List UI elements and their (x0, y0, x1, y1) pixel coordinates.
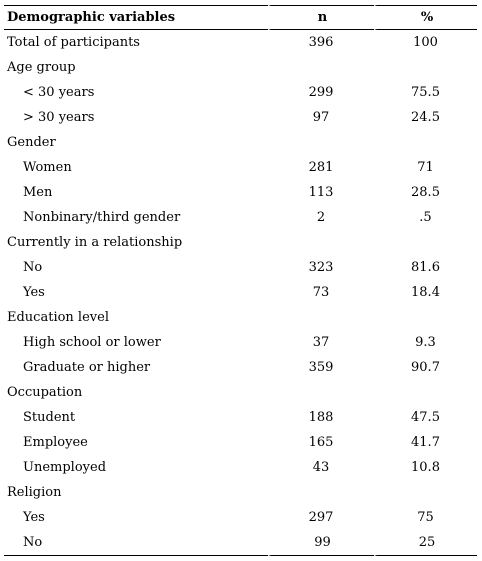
row-n: 299 (308, 85, 334, 100)
row-label: Unemployed (23, 460, 107, 475)
row-percent: 47.5 (411, 410, 440, 425)
row-label: Yes (23, 285, 45, 300)
row-n: 99 (268, 530, 374, 556)
row-n: 359 (308, 360, 334, 375)
table-row: Employee 165 41.7 (4, 430, 477, 455)
table-row: Men 113 28.5 (4, 180, 477, 205)
row-percent: 81.6 (411, 260, 440, 275)
table-row: Total of participants 396 100 (4, 30, 477, 55)
table-row: < 30 years 299 75.5 (4, 80, 477, 105)
row-n: 281 (308, 160, 334, 175)
group-label: Occupation (7, 385, 83, 400)
row-percent: 75 (417, 510, 434, 525)
row-percent: 10.8 (411, 460, 440, 475)
row-label: High school or lower (23, 335, 161, 350)
table-row: Yes 73 18.4 (4, 280, 477, 305)
row-n (268, 380, 374, 405)
table-row: Student 188 47.5 (4, 405, 477, 430)
group-label: Age group (7, 60, 76, 75)
row-percent: .5 (419, 210, 432, 225)
table-row: High school or lower 37 9.3 (4, 330, 477, 355)
row-n: 37 (312, 335, 330, 350)
header-demographic-variables: Demographic variables (4, 5, 268, 30)
row-percent: 18.4 (411, 285, 440, 300)
table-row: Nonbinary/third gender 2 .5 (4, 205, 477, 230)
row-label: No (23, 260, 43, 275)
row-n (268, 230, 374, 255)
row-label: Graduate or higher (23, 360, 151, 375)
row-percent (374, 380, 477, 405)
row-n: 297 (308, 510, 334, 525)
row-n: 43 (312, 460, 330, 475)
row-n: 396 (308, 35, 334, 50)
row-n: 97 (312, 110, 330, 125)
row-percent (374, 130, 477, 155)
group-row: Gender (4, 130, 477, 155)
row-label: Nonbinary/third gender (23, 210, 181, 225)
table-row: No 323 81.6 (4, 255, 477, 280)
row-n: 113 (308, 185, 334, 200)
row-percent: 41.7 (411, 435, 440, 450)
row-percent: 28.5 (411, 185, 440, 200)
row-percent (374, 55, 477, 80)
row-percent (374, 230, 477, 255)
row-percent: 25 (374, 530, 477, 556)
table-row: Women 281 71 (4, 155, 477, 180)
row-percent (374, 305, 477, 330)
row-n: 323 (308, 260, 334, 275)
row-n (268, 130, 374, 155)
table-row: > 30 years 97 24.5 (4, 105, 477, 130)
row-percent: 71 (417, 160, 434, 175)
header-percent: % (374, 5, 477, 30)
group-row: Religion (4, 480, 477, 505)
row-n: 165 (308, 435, 334, 450)
table-row: Graduate or higher 359 90.7 (4, 355, 477, 380)
row-label: Yes (23, 510, 45, 525)
row-label: Men (23, 185, 53, 200)
group-row: Currently in a relationship (4, 230, 477, 255)
row-n: 2 (316, 210, 326, 225)
row-percent: 24.5 (411, 110, 440, 125)
table-row: Yes 297 75 (4, 505, 477, 530)
group-row: Occupation (4, 380, 477, 405)
table-row: No 99 25 (4, 530, 477, 556)
table-row: Unemployed 43 10.8 (4, 455, 477, 480)
row-n: 73 (312, 285, 330, 300)
row-label: < 30 years (23, 85, 95, 100)
row-n (268, 480, 374, 505)
group-label: Currently in a relationship (7, 235, 183, 250)
group-row: Education level (4, 305, 477, 330)
row-label: Student (23, 410, 76, 425)
row-n (268, 305, 374, 330)
row-label: Employee (23, 435, 88, 450)
row-percent: 100 (413, 35, 438, 50)
group-label: Gender (7, 135, 56, 150)
demographics-table: Demographic variables n % Total of parti… (4, 5, 477, 556)
row-label: > 30 years (23, 110, 95, 125)
header-n: n (268, 5, 374, 30)
row-n: 188 (308, 410, 334, 425)
group-label: Religion (7, 485, 62, 500)
group-row: Age group (4, 55, 477, 80)
row-label: Total of participants (7, 35, 140, 50)
row-percent: 75.5 (411, 85, 440, 100)
row-n (268, 55, 374, 80)
row-percent (374, 480, 477, 505)
header-row: Demographic variables n % (4, 5, 477, 30)
group-label: Education level (7, 310, 109, 325)
row-percent: 9.3 (415, 335, 436, 350)
row-label: No (4, 530, 268, 556)
row-percent: 90.7 (411, 360, 440, 375)
row-label: Women (23, 160, 72, 175)
